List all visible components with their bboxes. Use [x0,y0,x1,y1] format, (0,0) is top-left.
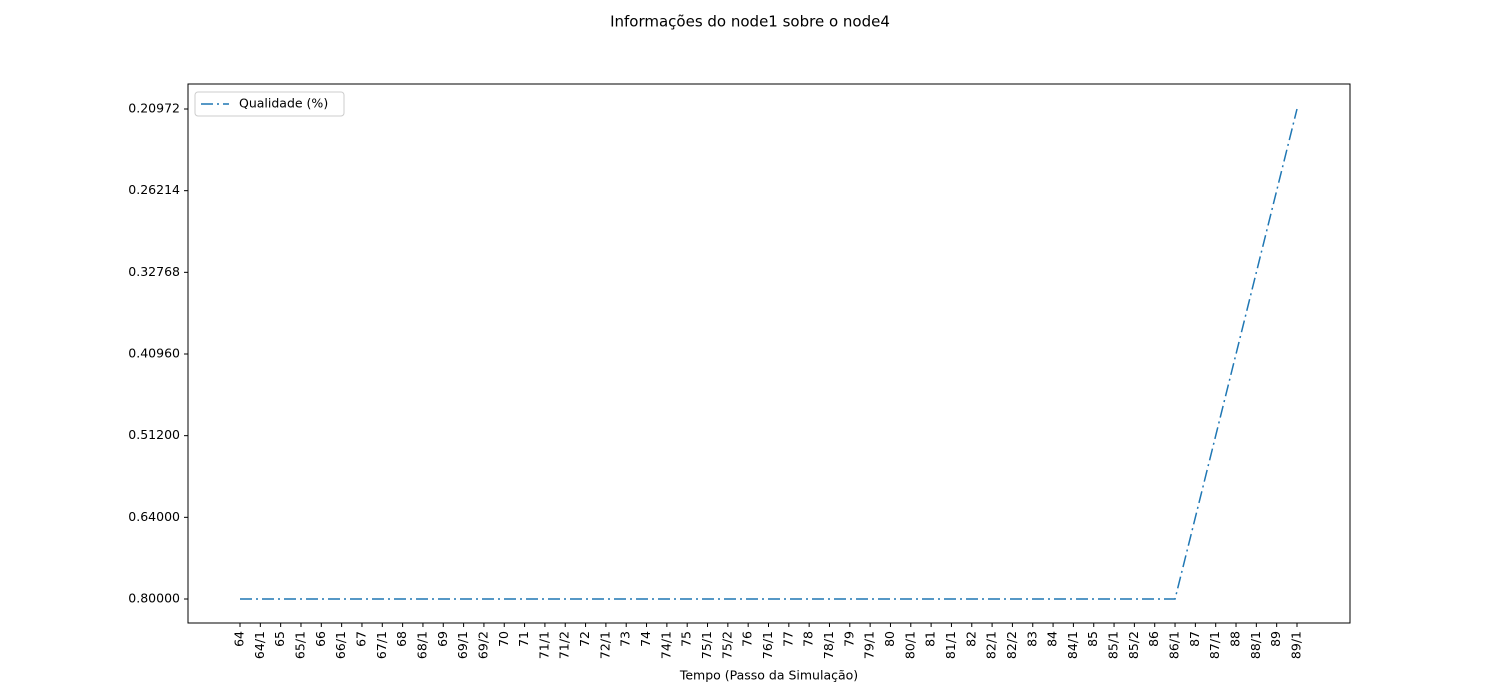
x-tick-label: 88 [1228,631,1243,647]
x-tick-label: 88/1 [1248,631,1263,659]
chart-title: Informações do node1 sobre o node4 [610,13,890,31]
x-tick-label: 70 [496,631,511,647]
x-tick-label: 79 [841,631,856,647]
x-tick-label: 82/1 [984,631,999,659]
x-tick-label: 76/1 [760,631,775,659]
data-line [240,108,1298,600]
x-tick-label: 68 [394,631,409,647]
x-tick-label: 75/1 [699,631,714,659]
x-tick-label: 72/1 [597,631,612,659]
x-tick-label: 64/1 [252,631,267,659]
x-tick-label: 82/2 [1004,631,1019,659]
x-tick-label: 86 [1146,631,1161,647]
x-tick-label: 67/1 [374,631,389,659]
x-tick-label: 75 [679,631,694,647]
x-tick-label: 65/1 [292,631,307,659]
x-tick-label: 76 [740,631,755,647]
y-tick-label: 0.64000 [128,509,180,524]
x-tick-label: 75/2 [719,631,734,659]
x-tick-label: 69 [435,631,450,647]
x-tick-label: 68/1 [414,631,429,659]
x-tick-label: 85/1 [1106,631,1121,659]
x-tick-label: 78/1 [821,631,836,659]
x-tick-label: 81/1 [943,631,958,659]
y-tick-label: 0.80000 [128,591,180,606]
y-tick-label: 0.26214 [128,182,180,197]
x-tick-label: 69/2 [475,631,490,659]
x-tick-label: 84/1 [1065,631,1080,659]
x-tick-label: 65 [272,631,287,647]
x-tick-label: 80/1 [902,631,917,659]
x-tick-label: 86/1 [1167,631,1182,659]
x-tick-label: 71 [516,631,531,647]
x-tick-label: 87 [1187,631,1202,647]
x-tick-label: 74/1 [658,631,673,659]
legend-box [194,91,345,117]
x-tick-label: 81 [923,631,938,647]
x-axis-label: Tempo (Passo da Simulação) [679,668,858,683]
x-tick-label: 74 [638,631,653,647]
x-tick-label: 73 [618,631,633,647]
legend-label: Qualidade (%) [239,96,328,111]
x-tick-label: 66 [313,631,328,647]
y-tick-label: 0.51200 [128,427,180,442]
x-tick-label: 82 [963,631,978,647]
x-tick-label: 85 [1085,631,1100,647]
x-tick-label: 78 [801,631,816,647]
x-tick-label: 87/1 [1207,631,1222,659]
x-tick-label: 67 [353,631,368,647]
x-tick-label: 84 [1045,631,1060,647]
x-tick-label: 71/1 [536,631,551,659]
x-tick-label: 89/1 [1289,631,1304,659]
x-tick-label: 77 [780,631,795,647]
x-tick-label: 85/2 [1126,631,1141,659]
y-tick-label: 0.32768 [128,264,180,279]
y-tick-label: 0.20972 [128,101,180,116]
x-tick-label: 83 [1024,631,1039,647]
x-tick-label: 71/2 [557,631,572,659]
x-tick-label: 66/1 [333,631,348,659]
x-tick-label: 79/1 [862,631,877,659]
x-tick-label: 80 [882,631,897,647]
x-tick-label: 69/1 [455,631,470,659]
x-tick-label: 72 [577,631,592,647]
x-tick-label: 89 [1268,631,1283,647]
x-tick-label: 64 [232,631,247,647]
y-tick-label: 0.40960 [128,346,180,361]
